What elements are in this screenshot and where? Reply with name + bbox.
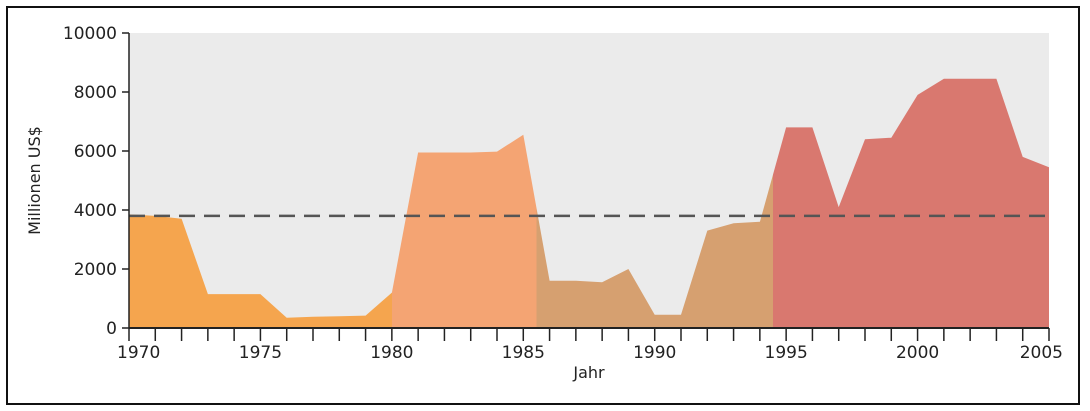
- x-tick-label: 2000: [896, 343, 939, 363]
- y-tick-label: 0: [106, 319, 117, 339]
- y-tick-label: 2000: [74, 260, 117, 280]
- y-tick-label: 6000: [74, 142, 117, 162]
- chart-frame: 0 2000 4000 6000 8000 10000 1970 1975 1980 1985 19…: [6, 6, 1080, 405]
- x-tick-label: 1980: [370, 343, 413, 363]
- x-tick-label: 1970: [117, 343, 160, 363]
- area-series: [129, 78, 1049, 328]
- x-tick-label: 1995: [765, 343, 808, 363]
- y-tick-label: 8000: [74, 83, 117, 103]
- x-tick-label: 1990: [633, 343, 676, 363]
- x-tick-label: 2005: [1020, 343, 1063, 363]
- y-axis-title: Millionen US$: [25, 126, 44, 235]
- y-tick-label: 4000: [74, 201, 117, 221]
- x-axis-title: Jahr: [572, 363, 605, 382]
- x-tick-label: 1975: [239, 343, 282, 363]
- y-tick-label: 10000: [63, 24, 117, 44]
- x-tick-label: 1985: [502, 343, 545, 363]
- area-chart: 0 2000 4000 6000 8000 10000 1970 1975 1980 1985 19…: [25, 24, 1063, 382]
